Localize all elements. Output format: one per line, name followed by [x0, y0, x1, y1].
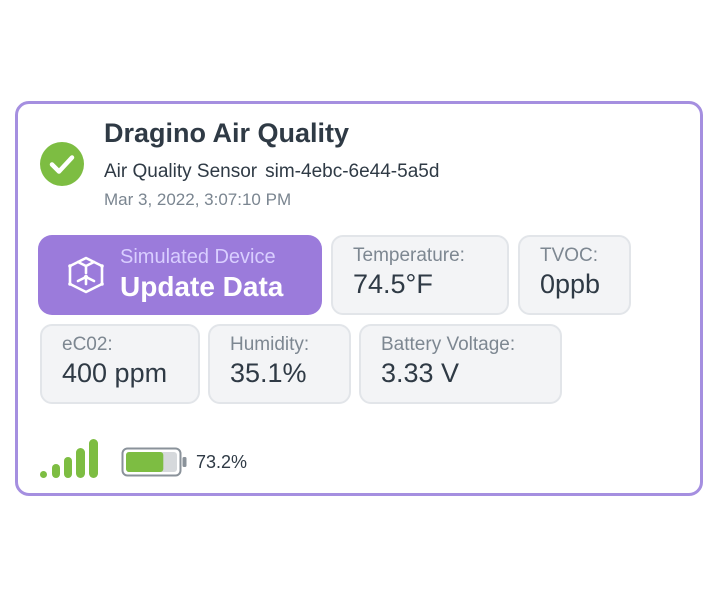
humidity-tile: Humidity: 35.1% [208, 324, 351, 404]
temperature-label: Temperature: [353, 245, 465, 266]
temperature-tile: Temperature: 74.5°F [331, 235, 509, 315]
check-circle-icon [40, 142, 84, 186]
tvoc-label: TVOC: [540, 245, 599, 266]
humidity-label: Humidity: [230, 334, 310, 355]
battery-voltage-label: Battery Voltage: [381, 334, 516, 355]
tvoc-tile: TVOC: 0ppb [518, 235, 631, 315]
battery-icon [121, 447, 187, 477]
battery-voltage-tile: Battery Voltage: 3.33 V [359, 324, 562, 404]
device-sim-id: sim-4ebc-6e44-5a5d [265, 161, 440, 182]
tvoc-value: 0ppb [540, 268, 601, 299]
battery-voltage-value: 3.33 V [381, 357, 460, 388]
eco2-label: eC02: [62, 334, 113, 355]
cube-icon [68, 256, 104, 294]
update-data-label: Update Data [120, 271, 284, 302]
device-card: Dragino Air Quality Air Quality Sensor si… [15, 101, 703, 496]
humidity-value: 35.1% [230, 357, 307, 388]
device-timestamp: Mar 3, 2022, 3:07:10 PM [104, 190, 292, 209]
eco2-value: 400 ppm [62, 357, 168, 388]
battery-percentage: 73.2% [196, 452, 248, 472]
eco2-tile: eC02: 400 ppm [40, 324, 200, 404]
simulated-device-label: Simulated Device [120, 246, 276, 268]
device-type: Air Quality Sensor [104, 161, 258, 182]
device-name: Dragino Air Quality [104, 118, 350, 148]
temperature-value: 74.5°F [353, 268, 433, 299]
signal-bars-icon [40, 439, 98, 478]
update-data-button[interactable]: Simulated Device Update Data [38, 235, 322, 315]
device-subtitle: Air Quality Sensor sim-4ebc-6e44-5a5d [104, 161, 439, 183]
